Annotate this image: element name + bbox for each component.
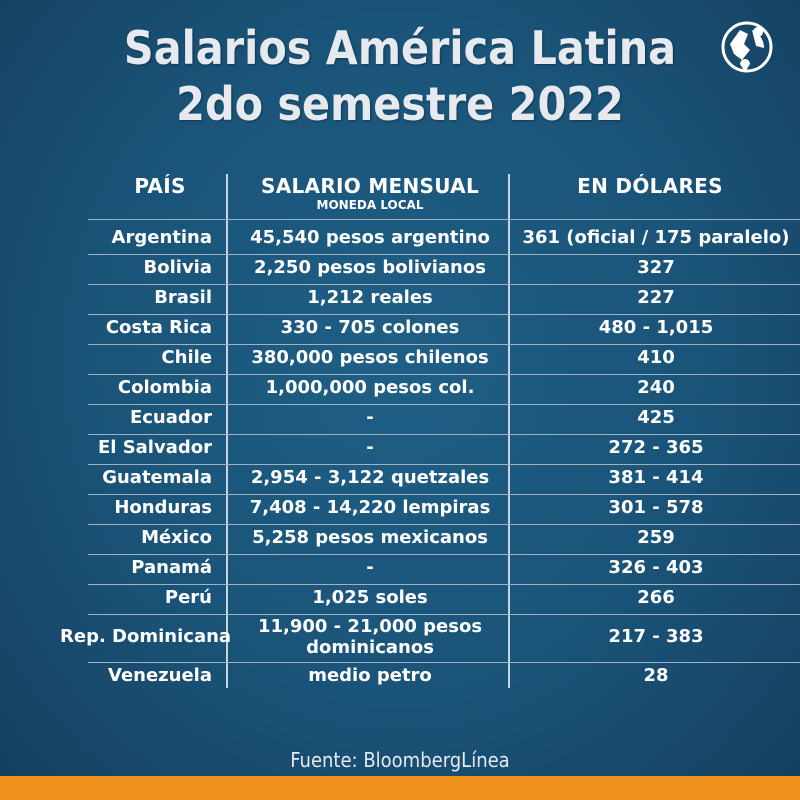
row-usd: 227 xyxy=(637,287,675,308)
row-separator xyxy=(88,494,800,495)
row-usd: 266 xyxy=(637,587,675,608)
row-separator xyxy=(88,584,800,585)
page-title: Salarios América Latina xyxy=(123,21,677,75)
row-salary: - xyxy=(366,437,374,458)
row-salary: 330 - 705 colones xyxy=(280,317,460,338)
row-usd: 327 xyxy=(637,257,675,278)
row-country: Chile xyxy=(161,347,212,368)
row-country: Colombia xyxy=(117,377,212,398)
row-separator xyxy=(88,614,800,615)
header-salary: SALARIO MENSUAL xyxy=(261,174,479,198)
row-separator xyxy=(88,374,800,375)
row-salary: medio petro xyxy=(308,665,432,686)
row-usd: 381 - 414 xyxy=(608,467,704,488)
row-salary: 1,000,000 pesos col. xyxy=(265,377,475,398)
row-usd: 410 xyxy=(637,347,675,368)
header-country: PAÍS xyxy=(134,174,186,198)
row-country: Argentina xyxy=(111,227,212,248)
row-country: Costa Rica xyxy=(105,317,212,338)
row-separator xyxy=(88,464,800,465)
row-salary: 1,025 soles xyxy=(312,587,428,608)
row-salary: 11,900 - 21,000 pesos dominicanos xyxy=(257,616,483,658)
source-credit: Fuente: BloombergLínea xyxy=(290,748,510,772)
row-country: México xyxy=(141,527,212,548)
row-country: Venezuela xyxy=(108,665,212,686)
row-country: Guatemala xyxy=(102,467,212,488)
row-salary: 2,954 - 3,122 quetzales xyxy=(250,467,490,488)
row-country: Ecuador xyxy=(129,407,212,428)
row-usd: 217 - 383 xyxy=(608,626,704,647)
row-usd: 301 - 578 xyxy=(608,497,704,518)
globe-logo-icon xyxy=(721,21,773,73)
row-salary: - xyxy=(366,407,374,428)
row-separator xyxy=(88,554,800,555)
row-country: Brasil xyxy=(154,287,212,308)
row-separator xyxy=(88,662,800,663)
row-separator xyxy=(88,314,800,315)
row-country: El Salvador xyxy=(97,437,212,458)
row-usd: 480 - 1,015 xyxy=(598,317,714,338)
row-separator xyxy=(88,344,800,345)
row-salary: 7,408 - 14,220 lempiras xyxy=(249,497,491,518)
row-separator xyxy=(88,404,800,405)
row-salary: 5,258 pesos mexicanos xyxy=(252,527,488,548)
row-usd: 259 xyxy=(637,527,675,548)
row-country: Bolivia xyxy=(143,257,212,278)
row-separator xyxy=(88,254,800,255)
row-separator xyxy=(88,434,800,435)
row-salary: 380,000 pesos chilenos xyxy=(251,347,489,368)
row-country: Rep. Dominicana xyxy=(60,626,232,647)
accent-bar xyxy=(0,776,800,800)
column-divider xyxy=(508,174,510,688)
row-separator xyxy=(88,284,800,285)
header-salary-sub: MONEDA LOCAL xyxy=(316,198,424,212)
row-usd: 361 (oficial / 175 paralelo) xyxy=(522,227,790,248)
row-country: Perú xyxy=(164,587,212,608)
row-country: Honduras xyxy=(114,497,212,518)
row-separator xyxy=(88,219,800,220)
row-usd: 28 xyxy=(643,665,669,686)
row-country: Panamá xyxy=(131,557,212,578)
row-separator xyxy=(88,524,800,525)
row-salary: - xyxy=(366,557,374,578)
page-subtitle: 2do semestre 2022 xyxy=(176,77,624,131)
row-usd: 326 - 403 xyxy=(608,557,704,578)
header-usd: EN DÓLARES xyxy=(577,174,723,198)
row-salary: 45,540 pesos argentino xyxy=(250,227,490,248)
row-salary: 2,250 pesos bolivianos xyxy=(254,257,486,278)
row-salary: 1,212 reales xyxy=(307,287,433,308)
row-usd: 272 - 365 xyxy=(608,437,704,458)
column-divider xyxy=(226,174,228,688)
row-usd: 240 xyxy=(637,377,675,398)
row-usd: 425 xyxy=(637,407,675,428)
